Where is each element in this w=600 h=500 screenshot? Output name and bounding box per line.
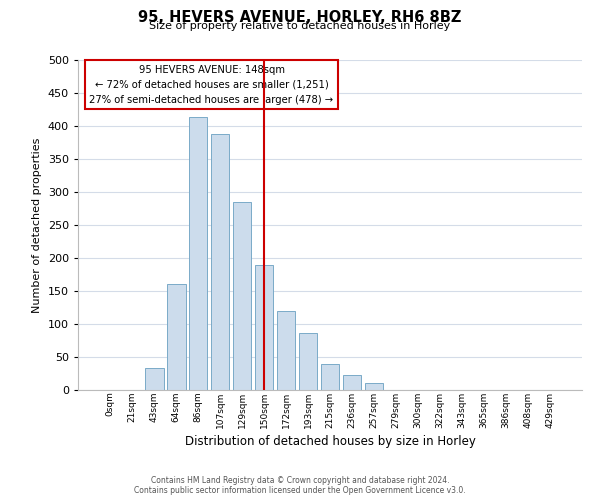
Bar <box>145 368 164 390</box>
Y-axis label: Number of detached properties: Number of detached properties <box>32 138 42 312</box>
Text: Contains HM Land Registry data © Crown copyright and database right 2024.
Contai: Contains HM Land Registry data © Crown c… <box>134 476 466 495</box>
Bar <box>233 202 251 390</box>
Bar <box>299 333 317 390</box>
Bar <box>320 364 340 390</box>
Text: Size of property relative to detached houses in Horley: Size of property relative to detached ho… <box>149 21 451 31</box>
Bar <box>365 382 383 390</box>
Bar <box>255 264 274 390</box>
Bar <box>277 311 295 390</box>
Text: 95 HEVERS AVENUE: 148sqm
← 72% of detached houses are smaller (1,251)
27% of sem: 95 HEVERS AVENUE: 148sqm ← 72% of detach… <box>89 65 334 104</box>
Bar <box>167 284 185 390</box>
Bar <box>189 118 208 390</box>
X-axis label: Distribution of detached houses by size in Horley: Distribution of detached houses by size … <box>185 434 475 448</box>
Text: 95, HEVERS AVENUE, HORLEY, RH6 8BZ: 95, HEVERS AVENUE, HORLEY, RH6 8BZ <box>139 10 461 25</box>
Bar <box>211 134 229 390</box>
Bar <box>343 376 361 390</box>
